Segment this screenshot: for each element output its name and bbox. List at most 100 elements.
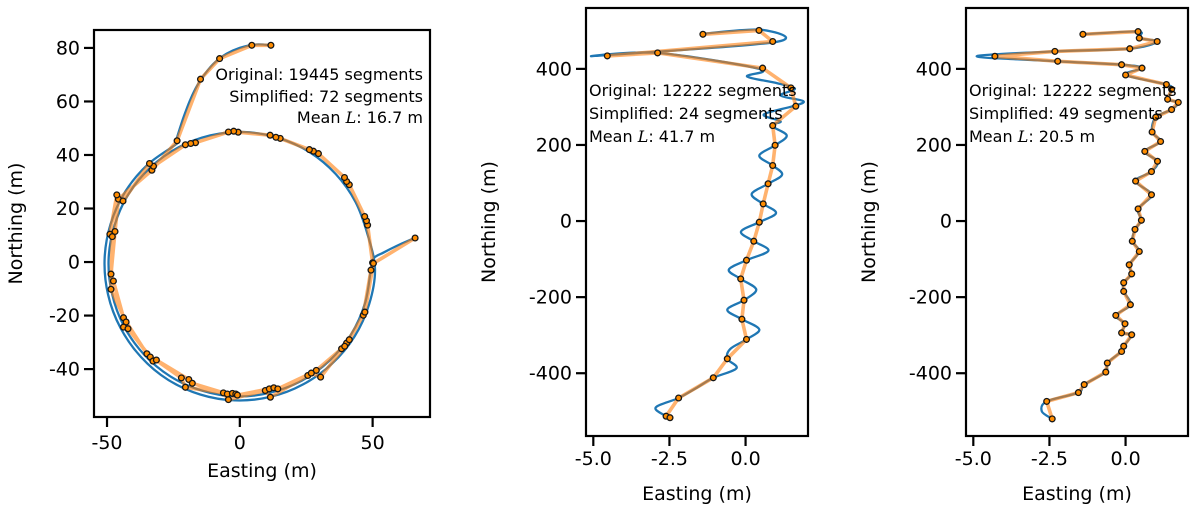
simplified-vertex-marker — [107, 270, 115, 278]
simplified-vertex-marker — [113, 191, 121, 199]
mean-variable: L — [345, 108, 357, 127]
simplified-vertex-marker — [654, 49, 662, 57]
simplified-vertex-marker — [266, 393, 274, 401]
mean-prefix: Mean — [969, 127, 1018, 146]
y-tick-label: 400 — [916, 58, 952, 80]
simplified-vertex-marker — [1128, 270, 1136, 278]
mean-value: : 16.7 m — [356, 108, 423, 127]
simplified-vertex-marker — [737, 275, 745, 283]
simplified-vertex-marker — [124, 325, 132, 333]
x-tick-label: 0.0 — [730, 448, 760, 470]
simplified-vertex-marker — [742, 256, 751, 264]
y-tick-label: 0 — [68, 252, 80, 274]
simplified-vertex-marker — [411, 234, 419, 242]
simplified-vertex-marker — [1043, 397, 1051, 405]
simplified-vertex-marker — [1074, 389, 1082, 397]
simplified-vertex-marker — [1118, 329, 1126, 337]
simplified-vertex-marker — [317, 373, 325, 381]
simplified-vertex-marker — [188, 379, 196, 387]
simplified-vertex-marker — [1138, 64, 1146, 72]
simplified-vertex-marker — [1112, 311, 1120, 319]
x-tick-label: 0.0 — [1110, 448, 1140, 470]
simplified-vertex-marker — [224, 396, 232, 404]
simplified-vertex-marker — [769, 37, 777, 46]
simplified-vertex-marker — [145, 159, 154, 168]
simplified-vertex-marker — [266, 131, 274, 139]
mean-variable: L — [637, 127, 649, 146]
simplified-vertex-marker — [108, 233, 116, 241]
x-tick-label: 50 — [361, 432, 385, 454]
simplified-vertex-marker — [1164, 95, 1172, 103]
axes-frame — [92, 28, 432, 419]
x-axis-label: Easting (m) — [1022, 483, 1132, 505]
simplified-vertex-marker — [1147, 168, 1156, 176]
simplified-vertex-marker — [771, 141, 779, 149]
simplified-vertex-marker — [764, 180, 772, 188]
simplified-vertex-marker — [675, 394, 683, 402]
simplified-vertex-marker — [1153, 157, 1162, 165]
simplified-vertex-marker — [1120, 287, 1128, 295]
x-axis-label: Easting (m) — [207, 460, 317, 482]
simplified-vertex-marker — [1120, 279, 1128, 287]
simplified-vertex-marker — [755, 26, 763, 34]
y-tick-label: 200 — [536, 134, 572, 156]
y-tick-label: -40 — [49, 359, 80, 381]
simplified-vertex-marker — [248, 41, 256, 49]
simplified-vertex-marker — [340, 173, 349, 182]
simplified-vertex-marker — [361, 308, 369, 316]
simplified-vertex-marker — [1148, 128, 1156, 136]
simplified-vertex-marker — [216, 55, 224, 63]
simplified-vertex-marker — [1134, 205, 1142, 213]
mean-value: : 41.7 m — [648, 127, 716, 146]
simplified-vertex-marker — [1126, 45, 1134, 53]
simplified-vertex-marker — [1135, 34, 1143, 42]
simplified-vertex-marker — [1147, 191, 1156, 199]
simplified-vertex-marker — [173, 137, 181, 145]
y-axis-label: Northing (m) — [478, 161, 500, 283]
simplified-vertex-marker — [742, 335, 751, 343]
simplified-vertex-marker — [755, 218, 763, 226]
y-tick-label: 0 — [940, 211, 952, 233]
simplified-vertex-marker — [666, 414, 674, 422]
simplified-vertex-marker — [1103, 359, 1111, 367]
simplified-vertex-marker — [196, 75, 205, 83]
simplified-vertex-marker — [759, 200, 767, 208]
y-axis-label: Northing (m) — [858, 161, 880, 283]
simplified-vertex-marker — [738, 315, 746, 323]
simplified-vertex-marker — [723, 355, 731, 363]
simplified-vertex-marker — [769, 122, 777, 130]
simplified-vertex-marker — [1118, 61, 1126, 69]
simplified-vertex-marker — [233, 391, 241, 399]
simplified-vertex-marker — [603, 52, 611, 60]
y-axis-label: Northing (m) — [5, 163, 27, 285]
annotation-original-count: Original: 12222 segments — [589, 81, 797, 100]
simplified-vertex-marker — [369, 259, 377, 267]
simplified-vertex-marker — [1048, 415, 1056, 423]
simplified-trajectory-line — [993, 29, 1181, 421]
y-tick-label: -400 — [909, 363, 952, 385]
y-tick-label: -400 — [529, 363, 572, 385]
simplified-vertex-marker — [1128, 331, 1136, 339]
simplified-vertex-marker — [109, 277, 117, 285]
panel-2: -5.0 -2.5 0.0 -400 -200 0 200 400 Easting (m) Nor… — [478, 6, 810, 505]
y-tick-label: -200 — [909, 287, 952, 309]
simplified-vertex-marker — [1135, 247, 1143, 256]
y-tick-label: 0 — [560, 211, 572, 233]
y-tick-label: 200 — [916, 134, 952, 156]
panel-1: -50 0 50 -40 -20 0 20 40 60 80 Easting (m) Northing… — [5, 28, 432, 482]
simplified-vertex-marker — [1153, 37, 1161, 46]
simplified-vertex-marker — [991, 52, 999, 60]
simplified-vertex-marker — [274, 385, 282, 393]
axes-frame — [964, 6, 1190, 438]
panel-3: -5.0 -2.5 0.0 -400 -200 0 200 400 Easting (m) Nor… — [858, 6, 1190, 505]
simplified-vertex-marker — [769, 161, 777, 170]
annotation-mean-length: Mean L: 20.5 m — [969, 125, 1177, 148]
x-tick-label: -5.0 — [575, 448, 612, 470]
simplified-vertex-marker — [759, 64, 767, 72]
simplified-vertex-marker — [1126, 301, 1134, 309]
y-tick-label: -200 — [529, 287, 572, 309]
simplified-vertex-marker — [181, 141, 189, 149]
simplified-vertex-marker — [1080, 381, 1088, 389]
